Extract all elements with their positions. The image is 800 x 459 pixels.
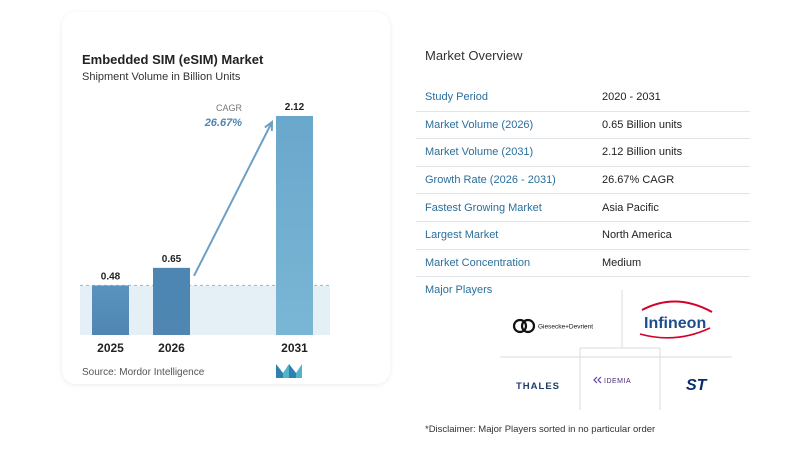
- disclaimer-text: *Disclaimer: Major Players sorted in no …: [425, 424, 656, 435]
- chart-subtitle: Shipment Volume in Billion Units: [82, 71, 241, 83]
- overview-key: Market Concentration: [425, 256, 531, 269]
- st-name: ST: [686, 377, 708, 394]
- overview-key: Fastest Growing Market: [425, 201, 542, 214]
- overview-row: Growth Rate (2026 - 2031) 26.67% CAGR: [416, 167, 750, 195]
- market-overview-title: Market Overview: [425, 48, 523, 63]
- infineon-name: Infineon: [644, 315, 706, 332]
- value-label-2026: 0.65: [162, 254, 182, 265]
- cagr-arrow: [193, 121, 273, 277]
- bar-2031: [276, 116, 313, 335]
- bar-2025: [92, 285, 129, 335]
- overview-value: Asia Pacific: [602, 201, 659, 214]
- st-logo-icon: ST: [686, 377, 708, 394]
- cagr-value: 26.67%: [204, 117, 243, 129]
- overview-key: Market Volume (2026): [425, 118, 534, 131]
- chart-title: Embedded SIM (eSIM) Market: [82, 52, 264, 67]
- category-label-2031: 2031: [281, 341, 308, 355]
- giesecke-devrient-name: Giesecke+Devrient: [538, 324, 593, 331]
- overview-value: 2.12 Billion units: [602, 146, 683, 159]
- overview-row: Market Volume (2031) 2.12 Billion units: [416, 139, 750, 167]
- overview-row: Market Concentration Medium: [416, 250, 750, 278]
- cagr-arrowhead: [264, 119, 274, 132]
- market-overview-table: Study Period 2020 - 2031 Market Volume (20…: [416, 84, 750, 278]
- overview-value: Medium: [602, 256, 642, 269]
- overview-row: Market Volume (2026) 0.65 Billion units: [416, 112, 750, 140]
- category-label-2026: 2026: [158, 341, 185, 355]
- category-label-2025: 2025: [97, 341, 124, 355]
- major-players-grid: Giesecke+Devrient Infineon THALES IDEMIA…: [500, 290, 732, 410]
- overview-key: Largest Market: [425, 229, 499, 242]
- value-label-2025: 0.48: [101, 271, 121, 282]
- idemia-logo-icon: IDEMIA: [593, 376, 631, 385]
- value-label-2031: 2.12: [285, 102, 305, 113]
- bar-2026: [153, 267, 190, 335]
- overview-value: 26.67% CAGR: [602, 174, 675, 187]
- overview-value: 0.65 Billion units: [602, 118, 683, 131]
- overview-key: Growth Rate (2026 - 2031): [425, 174, 556, 187]
- giesecke-devrient-logo-icon: Giesecke+Devrient: [512, 318, 593, 334]
- source-text: Source: Mordor Intelligence: [82, 367, 205, 378]
- overview-value: 2020 - 2031: [602, 91, 661, 104]
- mordor-intelligence-logo-icon: [276, 364, 302, 378]
- overview-row: Study Period 2020 - 2031: [416, 84, 750, 112]
- cagr-label: CAGR: [216, 103, 243, 113]
- overview-key: Study Period: [425, 91, 488, 104]
- idemia-name: IDEMIA: [604, 378, 631, 385]
- overview-key: Market Volume (2031): [425, 146, 534, 159]
- thales-name: THALES: [516, 381, 560, 392]
- infineon-logo-icon: Infineon: [639, 300, 713, 339]
- major-players-label: Major Players: [425, 284, 493, 296]
- overview-row: Fastest Growing Market Asia Pacific: [416, 194, 750, 222]
- overview-row: Largest Market North America: [416, 222, 750, 250]
- overview-value: North America: [602, 229, 672, 242]
